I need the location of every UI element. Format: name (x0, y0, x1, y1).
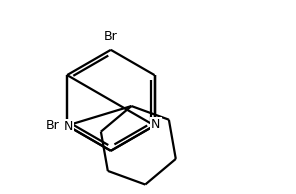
Text: Br: Br (104, 29, 118, 42)
Text: N: N (64, 120, 73, 133)
Text: Br: Br (45, 119, 59, 132)
Text: N: N (151, 118, 160, 131)
